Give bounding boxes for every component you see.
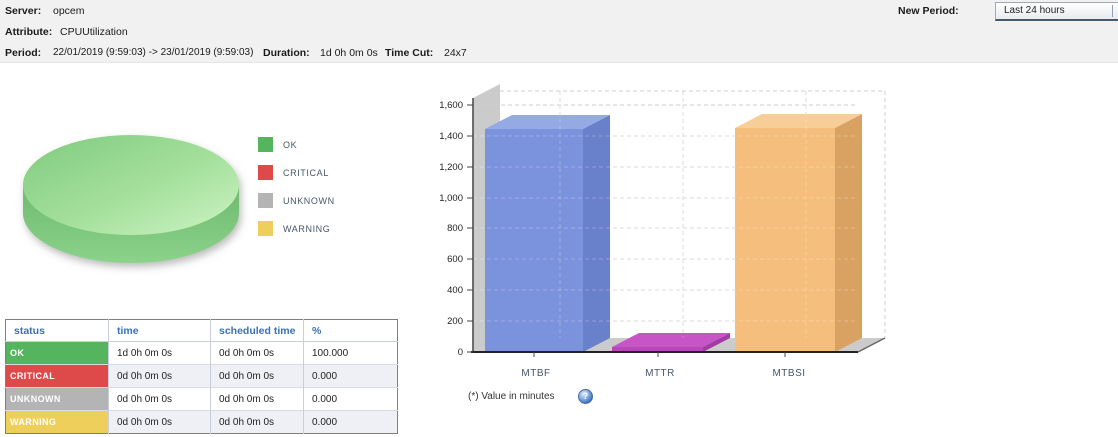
status-cell-unknown: UNKNOWN: [5, 387, 109, 411]
time-cell: 0d 0h 0m 0s: [108, 364, 211, 388]
chart-axes: [467, 98, 886, 357]
duration-value: 1d 0h 0m 0s: [320, 47, 378, 59]
period-value: 22/01/2019 (9:59:03) -> 23/01/2019 (9:59…: [53, 47, 254, 58]
legend-swatch-unknown: [258, 193, 273, 208]
server-label: Server:: [5, 5, 42, 17]
time-cell: 0d 0h 0m 0s: [108, 387, 211, 411]
time-cut-label: Time Cut:: [385, 47, 434, 59]
svg-text:1,000: 1,000: [439, 193, 463, 204]
legend-label-warning: WARNING: [283, 223, 331, 234]
report-header: Server: opcem Attribute: CPUUtilization …: [0, 0, 1118, 63]
time-cell: 0d 0h 0m 0s: [108, 410, 211, 434]
scheduled-cell: 0d 0h 0m 0s: [210, 387, 304, 411]
svg-text:MTBSI: MTBSI: [772, 368, 805, 379]
table-row-critical: CRITICAL 0d 0h 0m 0s 0d 0h 0m 0s 0.000: [5, 364, 398, 388]
legend-swatch-warning: [258, 221, 273, 236]
new-period-label: New Period:: [898, 5, 959, 17]
legend-item-ok: OK: [258, 137, 335, 152]
chart-grid-overlay: [473, 91, 858, 338]
pie-slice-ok: [23, 135, 239, 263]
new-period-selected-value: Last 24 hours: [1004, 5, 1065, 16]
attribute-label: Attribute:: [5, 26, 53, 38]
legend-label-ok: OK: [283, 139, 298, 150]
status-table: status time scheduled time % OK 1d 0h 0m…: [5, 319, 398, 434]
x-axis-labels: MTBF MTTR MTBSI: [521, 368, 805, 379]
svg-text:400: 400: [447, 285, 463, 296]
legend-swatch-ok: [258, 137, 273, 152]
legend-label-critical: CRITICAL: [283, 167, 329, 178]
status-cell-warning: WARNING: [5, 410, 109, 434]
server-value: opcem: [53, 5, 85, 17]
scheduled-cell: 0d 0h 0m 0s: [210, 341, 304, 365]
status-pie-chart: [23, 135, 239, 263]
col-header-percent: %: [303, 319, 398, 342]
col-header-status: status: [5, 319, 109, 342]
col-header-scheduled-time: scheduled time: [210, 319, 304, 342]
time-cut-value: 24x7: [444, 47, 467, 59]
svg-text:1,200: 1,200: [439, 162, 463, 173]
pie-legend: OK CRITICAL UNKNOWN WARNING: [258, 137, 335, 249]
duration-label: Duration:: [263, 47, 310, 59]
svg-text:1,400: 1,400: [439, 131, 463, 142]
bar-mtbf: [485, 115, 610, 352]
bar-mttr: [612, 333, 730, 352]
legend-item-critical: CRITICAL: [258, 165, 335, 180]
status-cell-critical: CRITICAL: [5, 364, 109, 388]
select-button-divider: [1112, 5, 1113, 17]
percent-cell: 0.000: [303, 387, 398, 411]
period-label: Period:: [5, 47, 42, 59]
svg-text:0: 0: [458, 347, 463, 358]
svg-text:MTBF: MTBF: [521, 368, 550, 379]
help-icon[interactable]: ?: [578, 389, 593, 404]
help-icon-glyph: ?: [582, 391, 589, 401]
chart-note: (*) Value in minutes: [468, 391, 555, 402]
svg-text:MTTR: MTTR: [645, 368, 675, 379]
legend-item-unknown: UNKNOWN: [258, 193, 335, 208]
percent-cell: 0.000: [303, 410, 398, 434]
table-row-warning: WARNING 0d 0h 0m 0s 0d 0h 0m 0s 0.000: [5, 410, 398, 434]
legend-label-unknown: UNKNOWN: [283, 195, 335, 206]
svg-text:800: 800: [447, 223, 463, 234]
svg-text:200: 200: [447, 316, 463, 327]
status-cell-ok: OK: [5, 341, 109, 365]
time-cell: 1d 0h 0m 0s: [108, 341, 211, 365]
scheduled-cell: 0d 0h 0m 0s: [210, 410, 304, 434]
svg-text:1,600: 1,600: [439, 100, 463, 111]
bar-mtbsi: [735, 114, 862, 352]
attribute-value: CPUUtilization: [60, 26, 128, 38]
mtbf-bar-chart: 0 200 400 600 800 1,000 1,200 1,400 1,60…: [439, 84, 886, 379]
table-row-ok: OK 1d 0h 0m 0s 0d 0h 0m 0s 100.000: [5, 341, 398, 365]
new-period-select[interactable]: Last 24 hours: [995, 2, 1118, 21]
percent-cell: 0.000: [303, 364, 398, 388]
legend-swatch-critical: [258, 165, 273, 180]
table-header-row: status time scheduled time %: [5, 319, 398, 342]
percent-cell: 100.000: [303, 341, 398, 365]
table-row-unknown: UNKNOWN 0d 0h 0m 0s 0d 0h 0m 0s 0.000: [5, 387, 398, 411]
scheduled-cell: 0d 0h 0m 0s: [210, 364, 304, 388]
col-header-time: time: [108, 319, 211, 342]
y-axis-labels: 0 200 400 600 800 1,000 1,200 1,400 1,60…: [439, 100, 463, 358]
legend-item-warning: WARNING: [258, 221, 335, 236]
svg-text:600: 600: [447, 254, 463, 265]
